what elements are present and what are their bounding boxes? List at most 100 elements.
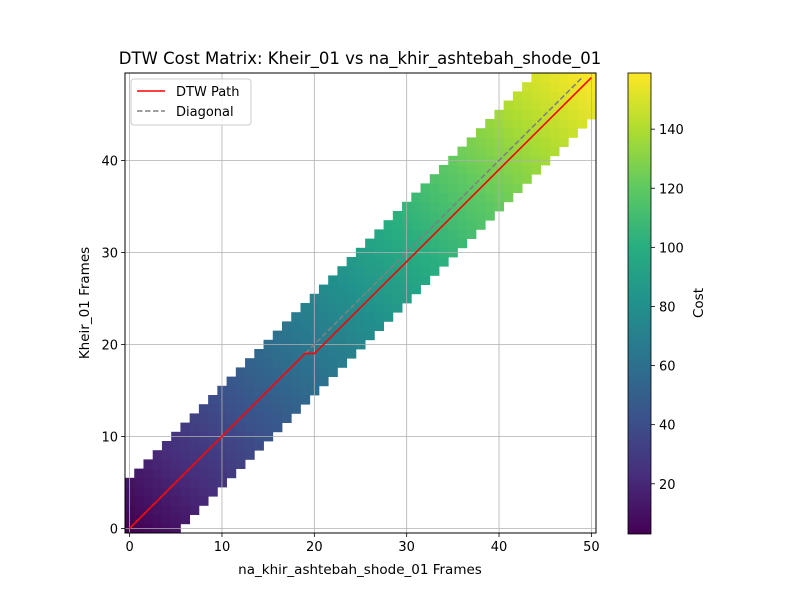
heatmap-cell [429, 220, 440, 230]
heatmap-cell [485, 119, 495, 129]
heatmap-cell [143, 477, 154, 488]
heatmap-cell [263, 413, 274, 423]
heatmap-cell [475, 220, 486, 230]
heatmap-cell [318, 349, 329, 359]
heatmap-cell [420, 192, 431, 203]
heatmap-cell [161, 514, 172, 525]
heatmap-cell [383, 303, 394, 313]
heatmap-cell [318, 293, 329, 304]
heatmap-cell [328, 358, 338, 368]
heatmap-cell [235, 385, 246, 396]
colorbar-label: Cost [691, 288, 707, 318]
series-line-dtw-path [129, 77, 592, 529]
heatmap-cell [475, 174, 486, 184]
heatmap-cell [429, 266, 440, 276]
heatmap-cell [531, 82, 541, 92]
heatmap-cell [161, 496, 172, 506]
heatmap-cell [411, 229, 421, 239]
heatmap-cell [466, 211, 477, 221]
heatmap-cell [337, 275, 348, 285]
heatmap-cell [522, 146, 532, 157]
heatmap-cell [161, 441, 172, 451]
x-tick-label: 30 [398, 540, 415, 555]
heatmap-cell [328, 284, 338, 295]
heatmap-cell [318, 321, 329, 331]
heatmap-cell [503, 109, 514, 120]
heatmap-cell [355, 275, 366, 285]
heatmap-cell [457, 146, 468, 157]
heatmap-cell [208, 404, 218, 414]
heatmap-cell [420, 275, 431, 285]
heatmap-cell [383, 238, 394, 249]
heatmap-cell [466, 137, 477, 147]
heatmap-cell [365, 266, 375, 276]
heatmap-cell [503, 165, 514, 175]
heatmap-cell [346, 349, 357, 359]
heatmap-cell [189, 450, 200, 460]
heatmap-cell [300, 303, 311, 313]
heatmap-cell [161, 459, 172, 469]
heatmap-cell [272, 367, 283, 377]
colorbar-tick-label: 60 [659, 360, 676, 375]
heatmap-cell [291, 321, 301, 331]
heatmap-cell [485, 192, 495, 203]
colorbar-tick-label: 120 [659, 182, 684, 197]
heatmap-cell [365, 238, 375, 249]
heatmap-cell [300, 376, 311, 387]
heatmap-cell [208, 459, 218, 469]
heatmap-cell [171, 468, 181, 479]
colorbar-tick-label: 140 [659, 123, 684, 138]
heatmap-cell [180, 477, 191, 488]
heatmap-cell [420, 257, 431, 267]
heatmap-cell [531, 109, 541, 120]
heatmap-cell [383, 257, 394, 267]
heatmap-cell [337, 284, 348, 295]
heatmap-cell [365, 321, 375, 331]
heatmap-cell [282, 330, 292, 341]
heatmap-cell [540, 128, 551, 138]
heatmap-cell [365, 330, 375, 341]
heatmap-cell [254, 404, 264, 414]
heatmap-cell [337, 303, 348, 313]
heatmap-cell [318, 303, 329, 313]
heatmap-cell [374, 321, 384, 331]
heatmap-cell [291, 367, 301, 377]
heatmap-cell [531, 146, 541, 157]
heatmap-cell [365, 257, 375, 267]
heatmap-cell [134, 487, 144, 497]
legend-diagonal-label: Diagonal [176, 105, 234, 120]
heatmap-cell [152, 487, 163, 497]
heatmap-cell [392, 303, 403, 313]
heatmap-cell [568, 109, 578, 120]
heatmap-cell [318, 367, 329, 377]
heatmap-cell [549, 73, 560, 83]
heatmap-cell [245, 358, 255, 368]
x-axis: 0 10 20 30 40 50 [125, 533, 600, 555]
heatmap-cell [568, 73, 578, 83]
heatmap-cell [549, 137, 560, 147]
y-tick-label: 0 [110, 522, 118, 537]
heatmap-cell [392, 293, 403, 304]
heatmap-cell [152, 505, 163, 515]
heatmap-cell [328, 293, 338, 304]
heatmap-cell [134, 477, 144, 488]
heatmap-cell [522, 119, 532, 129]
heatmap-cell [282, 385, 292, 396]
heatmap-cell [263, 404, 274, 414]
heatmap-cell [171, 441, 181, 451]
heatmap-cell [272, 358, 283, 368]
heatmap-cell [503, 192, 514, 203]
heatmap-cell [512, 128, 523, 138]
heatmap-cell [429, 174, 440, 184]
heatmap-cell [263, 358, 274, 368]
heatmap-cell [328, 349, 338, 359]
heatmap-cell [245, 422, 255, 433]
heatmap-cell [383, 220, 394, 230]
grid [125, 73, 596, 533]
heatmap-cell [180, 496, 191, 506]
heatmap-cell [263, 367, 274, 377]
heatmap-cell [577, 100, 588, 111]
heatmap-cell [152, 468, 163, 479]
heatmap-cell [180, 505, 191, 515]
colorbar-axis: 20 40 60 80 100 120 140 [651, 123, 684, 493]
